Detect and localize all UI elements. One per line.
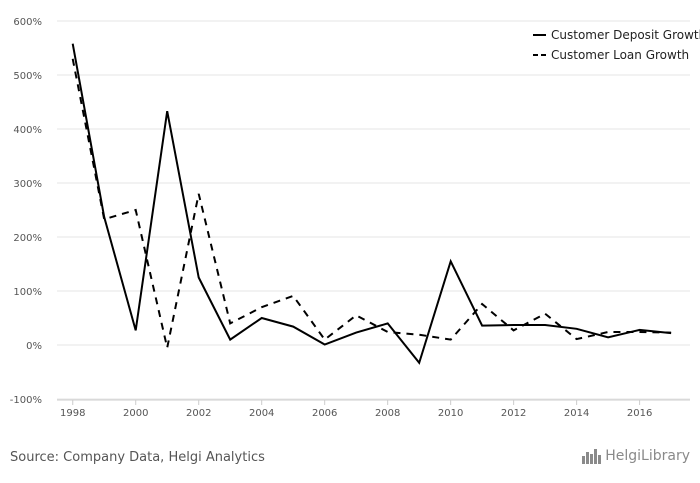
- data-point: [291, 325, 295, 329]
- y-tick-label: 100%: [13, 287, 42, 298]
- x-tick-label: 2012: [501, 408, 526, 419]
- y-tick-label: 0%: [26, 341, 42, 352]
- x-tick-label: 2010: [438, 408, 463, 419]
- data-point: [228, 338, 232, 342]
- legend-label: Customer Deposit Growth: [551, 28, 700, 42]
- data-point: [575, 337, 579, 341]
- library-icon: [582, 448, 602, 464]
- data-point: [386, 330, 390, 334]
- data-point: [228, 321, 232, 325]
- data-point: [197, 276, 201, 280]
- data-point: [638, 330, 642, 334]
- data-point: [386, 321, 390, 325]
- data-point: [197, 192, 201, 196]
- data-point: [354, 331, 358, 335]
- data-point: [417, 361, 421, 365]
- y-tick-label: 300%: [13, 179, 42, 190]
- data-point: [323, 338, 327, 342]
- y-tick-label: -100%: [10, 395, 42, 406]
- data-point: [165, 109, 169, 113]
- data-point: [354, 313, 358, 317]
- data-point: [260, 305, 264, 309]
- x-tick-label: 2004: [249, 408, 274, 419]
- data-point: [543, 312, 547, 316]
- series-layer: [71, 42, 673, 365]
- data-point: [449, 259, 453, 263]
- data-point: [323, 342, 327, 346]
- data-point: [102, 217, 106, 221]
- x-tick-label: 2014: [564, 408, 589, 419]
- series-1: [71, 42, 672, 365]
- data-point: [480, 324, 484, 328]
- legend: Customer Deposit Growth Customer Loan Gro…: [533, 28, 700, 62]
- y-tick-label: 200%: [13, 233, 42, 244]
- series-line: [71, 43, 672, 365]
- x-tick-label: 2000: [123, 408, 148, 419]
- y-tick-label: 400%: [13, 125, 42, 136]
- data-point: [260, 316, 264, 320]
- x-axis: 1998 2000 2002 2004 2006 2008 2010 2012 2014 2016: [57, 399, 690, 419]
- series-line: [71, 58, 672, 348]
- source-note: Source: Company Data, Helgi Analytics: [10, 450, 265, 465]
- line-chart: -100% 0% 100% 200% 300% 400% 500% 600% 1998 2000…: [10, 17, 700, 419]
- data-point: [165, 346, 169, 350]
- data-point: [575, 327, 579, 331]
- data-point: [480, 302, 484, 306]
- series-2: [71, 57, 673, 350]
- data-point: [291, 294, 295, 298]
- data-point: [606, 335, 610, 339]
- data-point: [417, 333, 421, 337]
- legend-label: Customer Loan Growth: [551, 48, 689, 62]
- x-tick-label: 2008: [375, 408, 400, 419]
- data-point: [512, 328, 516, 332]
- data-point: [134, 208, 138, 212]
- y-axis-ticks: -100% 0% 100% 200% 300% 400% 500% 600%: [10, 17, 42, 406]
- data-point: [71, 57, 75, 61]
- brand-logo: HelgiLibrary: [582, 448, 690, 464]
- x-tick-label: 2006: [312, 408, 337, 419]
- data-point: [512, 323, 516, 327]
- y-tick-label: 600%: [13, 17, 42, 28]
- brand-name: HelgiLibrary: [605, 448, 690, 464]
- data-point: [134, 328, 138, 332]
- data-point: [449, 338, 453, 342]
- data-point: [71, 42, 75, 46]
- y-tick-label: 500%: [13, 71, 42, 82]
- data-point: [669, 331, 673, 335]
- data-point: [606, 330, 610, 334]
- gridlines: [57, 20, 690, 400]
- x-tick-label: 1998: [60, 408, 85, 419]
- x-tick-label: 2002: [186, 408, 211, 419]
- x-tick-label: 2016: [627, 408, 652, 419]
- data-point: [543, 323, 547, 327]
